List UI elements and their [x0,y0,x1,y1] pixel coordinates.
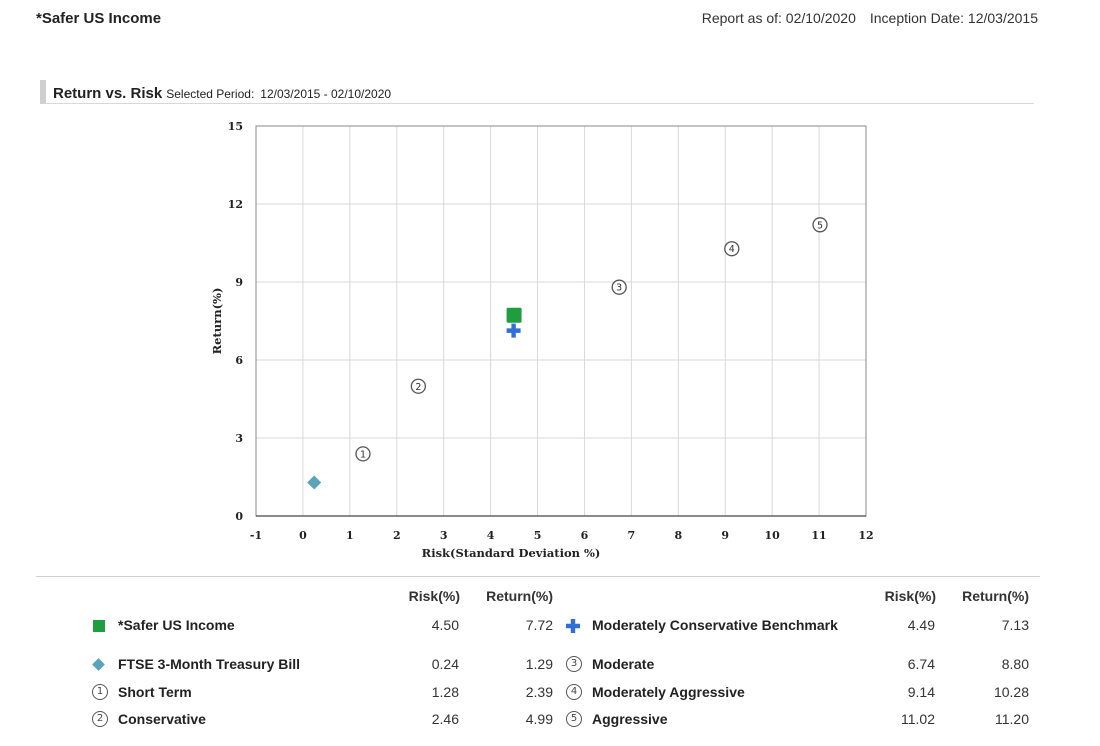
section-period: 12/03/2015 - 02/10/2020 [260,87,392,101]
data-point-conservative: 2 [410,378,427,394]
point-number: 4 [729,244,735,255]
legend-marker-square [93,620,105,632]
legend-table: Risk(%) Return(%) Risk(%) Return(%) *Safer U… [0,580,1100,740]
data-point-treasury-bill [307,475,322,490]
legend-return-ftse-3-month-treasury-bill: 1.29 [525,656,553,672]
divider [36,576,1040,577]
section-title: Return vs. Risk [53,85,163,102]
legend-marker-circle-4: 4 [566,684,582,700]
legend-name-conservative: Conservative [118,711,206,727]
legend-name-aggressive: Aggressive [592,711,668,727]
y-axis-label: Return(%) [210,288,224,355]
legend-name-safer-us-income: *Safer US Income [118,617,235,633]
legend-name-short-term: Short Term [118,684,192,700]
report-dates: Report as of: 02/10/2020 Inception Date: … [702,10,1038,26]
legend-risk-moderate: 6.74 [907,656,935,672]
col-header-return: Return(%) [962,588,1029,604]
legend-return-conservative: 4.99 [525,711,553,727]
x-tick-label: 12 [858,529,873,542]
legend-marker-diamond [92,658,105,671]
y-tick-label: 15 [228,120,243,133]
legend-return-moderately-conservative-benchmark: 7.13 [1001,617,1029,633]
x-tick-label: 7 [628,529,636,542]
legend-return-safer-us-income: 7.72 [525,617,553,633]
data-point-moderately-aggressive: 4 [724,241,740,257]
data-point-aggressive: 5 [812,217,828,233]
return-vs-risk-chart: -1 0 1 2 3 4 5 6 7 8 9 10 11 1203691215Risk(Standard … [210,120,874,560]
col-header-return: Return(%) [486,588,553,604]
x-tick-label: -1 [250,529,262,542]
x-tick-label: 3 [440,529,448,542]
y-tick-label: 0 [235,510,243,523]
legend-return-moderate: 8.80 [1001,656,1029,672]
x-tick-label: 4 [487,529,495,542]
point-circle [724,241,740,257]
legend-name-moderately-conservative-benchmark: Moderately Conservative Benchmark [592,617,838,633]
legend-risk-ftse-3-month-treasury-bill: 0.24 [431,656,459,672]
y-tick-label: 6 [235,354,243,367]
x-tick-label: 1 [346,529,354,542]
legend-marker-circle-5: 5 [566,711,582,727]
inception-date: Inception Date: 12/03/2015 [869,10,1038,26]
x-tick-label: 6 [581,529,589,542]
legend-return-moderately-aggressive: 10.28 [993,684,1029,700]
section-subtitle: Selected Period: [166,87,255,101]
y-tick-label: 9 [235,276,243,289]
data-point-moderate: 3 [611,279,627,295]
legend-name-ftse-3-month-treasury-bill: FTSE 3-Month Treasury Bill [118,656,301,672]
plot-frame [255,125,867,517]
section-header: Return vs. Risk Selected Period: 12/03/201… [40,80,1034,104]
point-circle [410,378,427,394]
legend-marker-circle-3: 3 [566,656,582,672]
x-tick-label: 0 [299,529,307,542]
x-tick-label: 11 [811,529,826,542]
x-tick-label: 2 [393,529,401,542]
point-number: 3 [616,283,622,294]
legend-risk-conservative: 2.46 [431,711,459,727]
point-circle [355,446,371,462]
point-circle [812,217,828,233]
x-tick-label: 9 [721,529,729,542]
legend-risk-moderately-conservative-benchmark: 4.49 [907,617,935,633]
legend-marker-cross [566,619,580,633]
point-number: 1 [360,449,366,460]
point-number: 2 [415,382,421,393]
legend-risk-aggressive: 11.02 [901,711,935,727]
legend-return-short-term: 2.39 [525,684,553,700]
legend-risk-safer-us-income: 4.50 [431,617,459,633]
y-tick-label: 12 [228,198,243,211]
legend-risk-short-term: 1.28 [431,684,459,700]
point-number: 5 [817,220,823,231]
x-tick-label: 5 [534,529,542,542]
legend-risk-moderately-aggressive: 9.14 [907,684,935,700]
col-header-risk: Risk(%) [884,588,936,604]
legend-return-aggressive: 11.20 [995,711,1029,727]
legend-marker-circle-2: 2 [92,711,108,727]
report-as-of: Report as of: 02/10/2020 [701,10,856,26]
x-tick-label: 10 [764,529,780,542]
legend-name-moderately-aggressive: Moderately Aggressive [592,684,745,700]
data-point-benchmark [506,323,521,338]
legend-name-moderate: Moderate [592,656,655,672]
y-tick-label: 3 [235,432,243,445]
col-header-risk: Risk(%) [408,588,460,604]
fund-title: *Safer US Income [36,10,162,27]
legend-marker-circle-1: 1 [92,684,108,700]
x-axis-label: Risk(Standard Deviation %) [422,546,601,560]
point-circle [611,279,627,295]
data-point-short-term: 1 [355,446,371,462]
x-tick-label: 8 [674,529,682,542]
data-point-safer-us-income [506,307,522,323]
